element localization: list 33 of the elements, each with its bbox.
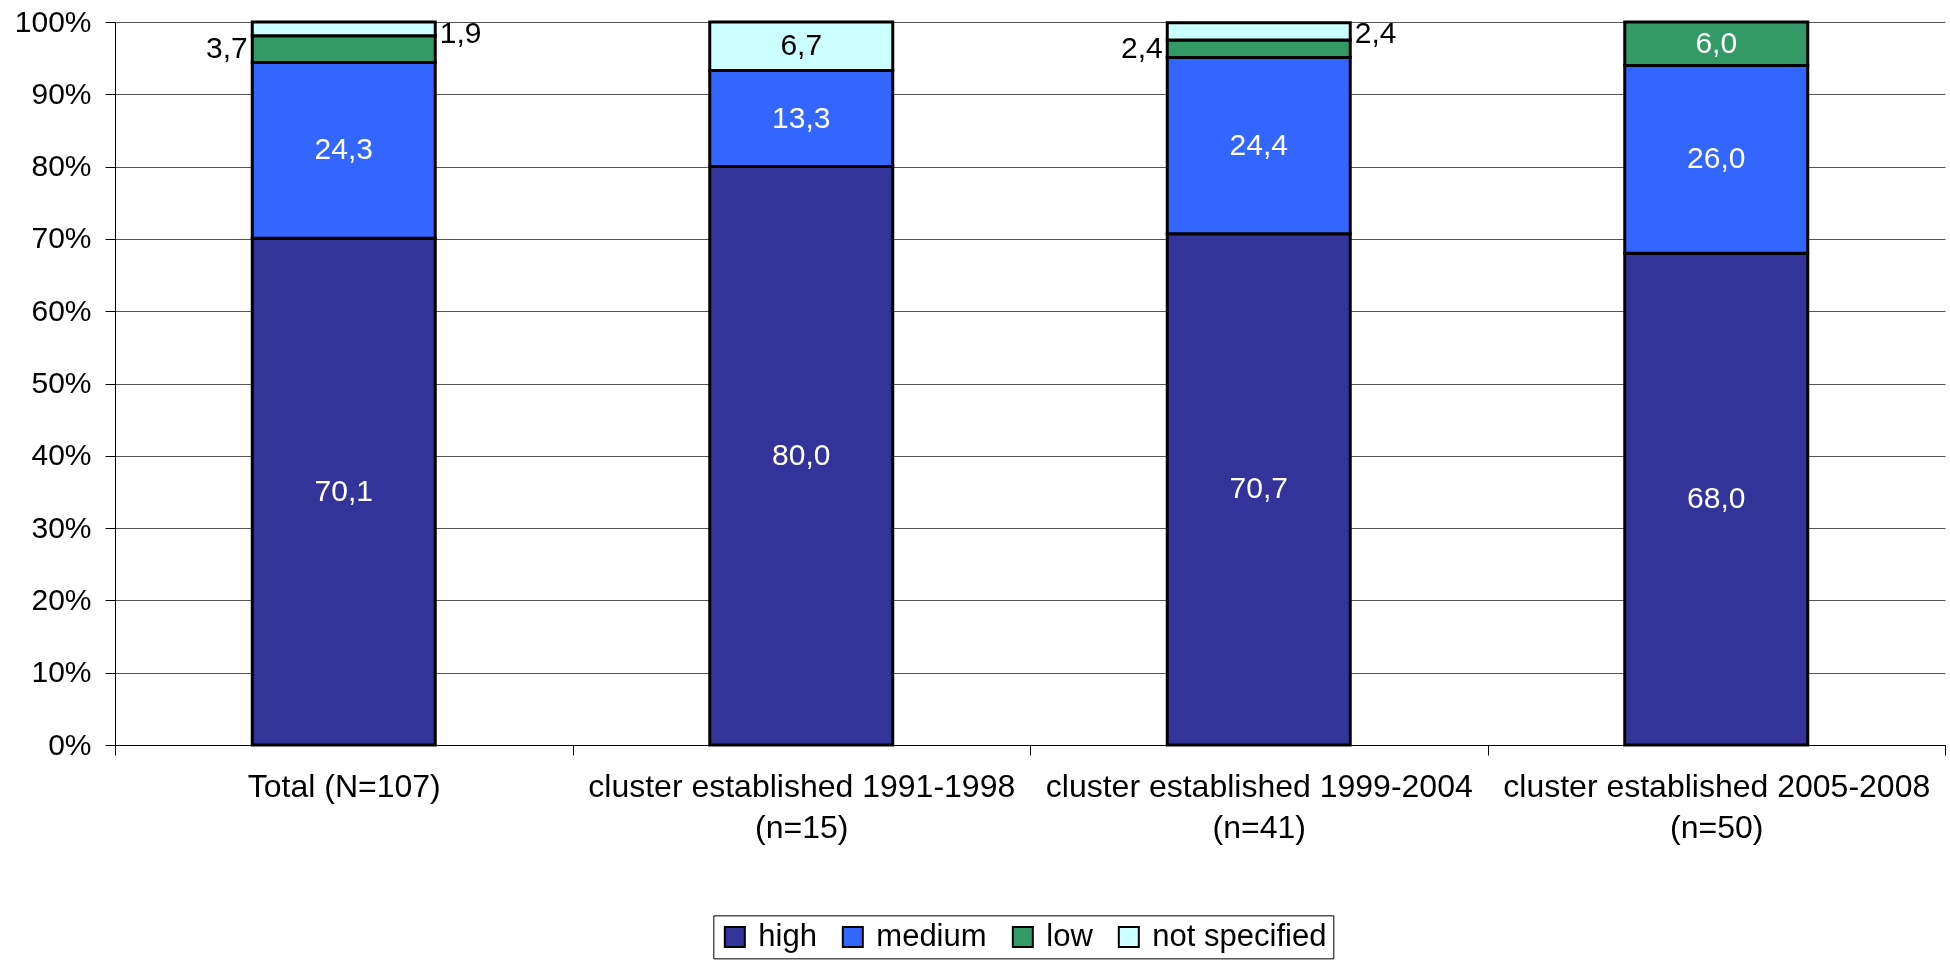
x-tick-label: cluster established 1991-1998 (n=15) [588,767,1016,845]
data-label: 2,4 [1121,30,1163,64]
y-tick-label: 40% [31,438,92,472]
y-tick-label: 0% [48,727,92,761]
legend-label: low [1046,918,1094,954]
data-label: 24,4 [1229,127,1288,161]
data-label: 24,3 [314,132,373,166]
y-tick-label: 60% [31,293,92,327]
data-label: 26,0 [1687,141,1746,175]
y-tick-label: 70% [31,221,92,255]
data-label: 1,9 [439,15,482,49]
x-tick-label: Total (N=107) [247,767,441,804]
y-tick-label: 30% [31,510,92,544]
y-tick-label: 10% [31,655,92,689]
y-tick-label: 20% [31,582,92,616]
x-tick-label: cluster established 2005-2008 (n=50) [1503,767,1931,845]
data-label: 6,7 [780,28,823,62]
x-tick-label: cluster established 1999-2004 (n=41) [1045,767,1473,845]
legend-label: high [758,918,817,954]
y-tick-label: 100% [14,4,92,38]
y-tick-label: 90% [31,76,92,110]
data-label: 70,1 [314,473,373,507]
legend-label: not specified [1152,918,1327,954]
data-label: 70,7 [1229,471,1288,505]
data-label: 68,0 [1687,481,1746,515]
y-tick-label: 80% [31,149,92,183]
y-tick-label: 50% [31,366,92,399]
legend-label: medium [876,918,987,954]
data-label: 80,0 [772,437,831,471]
data-label: 6,0 [1695,25,1738,59]
data-label: 13,3 [772,100,831,134]
data-label: 3,7 [206,31,248,65]
data-label: 2,4 [1354,15,1397,49]
